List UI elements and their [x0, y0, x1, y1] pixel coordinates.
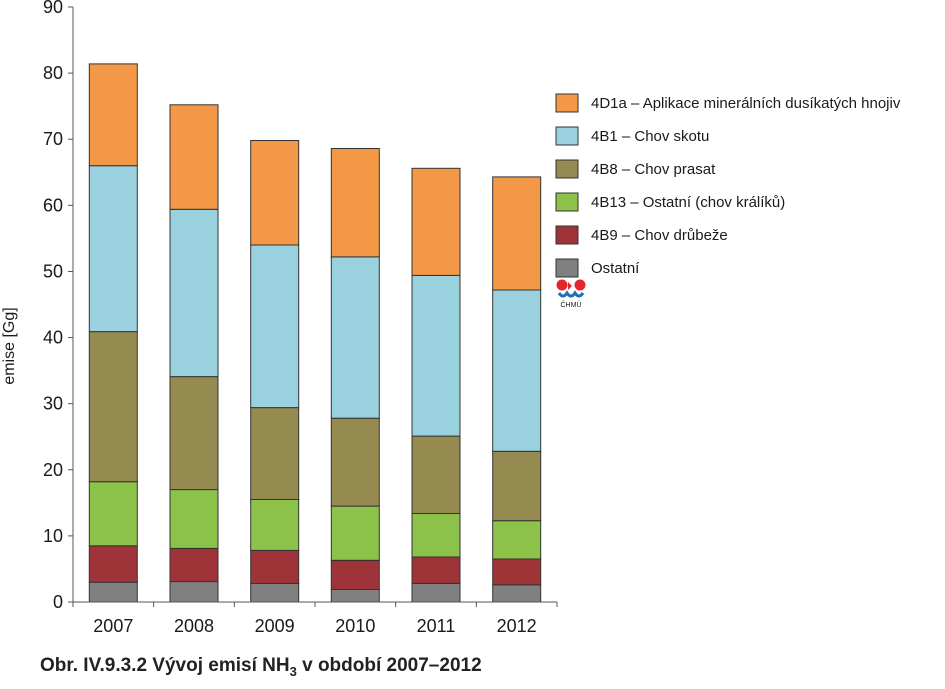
- x-tick-label: 2012: [497, 616, 537, 636]
- bar-segment-2010-4: [330, 256, 380, 419]
- logo-text: ČHMÚ: [561, 300, 582, 309]
- bar-segment-2011-4: [411, 274, 461, 437]
- bar-segment-2009-3: [250, 407, 300, 501]
- bar-segment-2010-1: [330, 559, 380, 591]
- bar-segment-2008-3: [169, 376, 219, 491]
- bar-segment-2009-0: [250, 583, 300, 603]
- x-tick-label: 2008: [174, 616, 214, 636]
- bar-segment-2011-0: [411, 583, 461, 603]
- bar-segment-2007-1: [88, 545, 138, 583]
- bar-segment-2008-5: [169, 104, 219, 210]
- y-tick-label: 50: [43, 261, 63, 281]
- x-tick-label: 2011: [417, 616, 456, 636]
- logo-right-dot: [574, 279, 586, 291]
- caption-subscript: 3: [289, 663, 297, 679]
- legend-label: 4B1 – Chov skotu: [591, 128, 709, 145]
- bar-segment-2009-4: [250, 244, 300, 409]
- legend-label: 4B9 – Chov drůbeže: [591, 227, 728, 244]
- bar-segment-2009-5: [250, 140, 300, 246]
- legend-swatch: [555, 93, 579, 113]
- x-tick-label: 2010: [335, 616, 375, 636]
- caption-prefix: Obr. IV.9.3.2 Vývoj emisí NH: [40, 655, 290, 676]
- bar-segment-2007-0: [88, 581, 138, 603]
- legend: 4D1a – Aplikace minerálních dusíkatých h…: [555, 93, 901, 278]
- bar-segment-2012-2: [492, 520, 542, 560]
- legend-swatch: [555, 159, 579, 179]
- bar-segment-2011-5: [411, 167, 461, 276]
- x-tick-label: 2007: [93, 616, 133, 636]
- legend-label: 4D1a – Aplikace minerálních dusíkatých h…: [591, 95, 901, 112]
- bar-segment-2008-0: [169, 581, 219, 603]
- bar-segment-2012-4: [492, 289, 542, 452]
- logo-left-dot: [556, 279, 568, 291]
- caption-suffix: v období 2007–2012: [296, 655, 482, 676]
- bar-segment-2011-2: [411, 512, 461, 558]
- logo-arrow: [568, 282, 572, 290]
- y-tick-labels: 0 10 20 30 40 50 60 70 80 90: [43, 0, 63, 612]
- y-tick-label: 90: [43, 0, 63, 17]
- bar-segment-2011-1: [411, 556, 461, 584]
- y-axis-title: emise [Gg]: [1, 307, 18, 384]
- y-tick-label: 60: [43, 195, 63, 215]
- bar-segment-2008-1: [169, 548, 219, 583]
- legend-swatch: [555, 192, 579, 212]
- bar-segment-2012-5: [492, 176, 542, 291]
- bar-segment-2010-0: [330, 588, 380, 603]
- y-tick-label: 30: [43, 394, 63, 414]
- bar-segment-2008-4: [169, 208, 219, 378]
- y-tick-label: 40: [43, 328, 63, 348]
- bar-segment-2010-5: [330, 148, 380, 258]
- bar-segment-2012-3: [492, 450, 542, 522]
- bar-segment-2007-3: [88, 331, 138, 483]
- bar-segment-2009-1: [250, 549, 300, 585]
- logo-wave-icon: [557, 290, 585, 298]
- bar-segment-2011-3: [411, 435, 461, 515]
- bar-segment-2007-4: [88, 165, 138, 333]
- legend-swatch: [555, 225, 579, 245]
- bar-segment-2007-2: [88, 481, 138, 547]
- legend-label: 4B8 – Chov prasat: [591, 161, 716, 178]
- bar-segment-2007-5: [88, 63, 138, 167]
- bar-segment-2009-2: [250, 499, 300, 551]
- y-tick-label: 70: [43, 129, 63, 149]
- bar-segment-2010-2: [330, 505, 380, 561]
- bar-segment-2012-0: [492, 584, 542, 603]
- legend-swatch: [555, 258, 579, 278]
- y-tick-label: 10: [43, 526, 63, 546]
- figure-caption: Obr. IV.9.3.2 Vývoj emisí NH3 v období 2…: [40, 655, 482, 679]
- legend-swatch: [555, 126, 579, 146]
- x-tick-labels: 2007 2008 2009 2010 2011 2012: [93, 616, 536, 636]
- y-tick-label: 20: [43, 460, 63, 480]
- bars-group: [88, 63, 542, 603]
- bar-segment-2008-2: [169, 489, 219, 549]
- axes-group: [68, 6, 558, 607]
- legend-label: 4B13 – Ostatní (chov králíků): [591, 194, 785, 211]
- bar-segment-2010-3: [330, 417, 380, 507]
- bar-segment-2012-1: [492, 558, 542, 586]
- chmu-logo: ČHMÚ: [556, 279, 586, 309]
- y-tick-label: 80: [43, 63, 63, 83]
- y-tick-label: 0: [53, 592, 63, 612]
- legend-label: Ostatní: [591, 260, 640, 277]
- x-tick-label: 2009: [255, 616, 295, 636]
